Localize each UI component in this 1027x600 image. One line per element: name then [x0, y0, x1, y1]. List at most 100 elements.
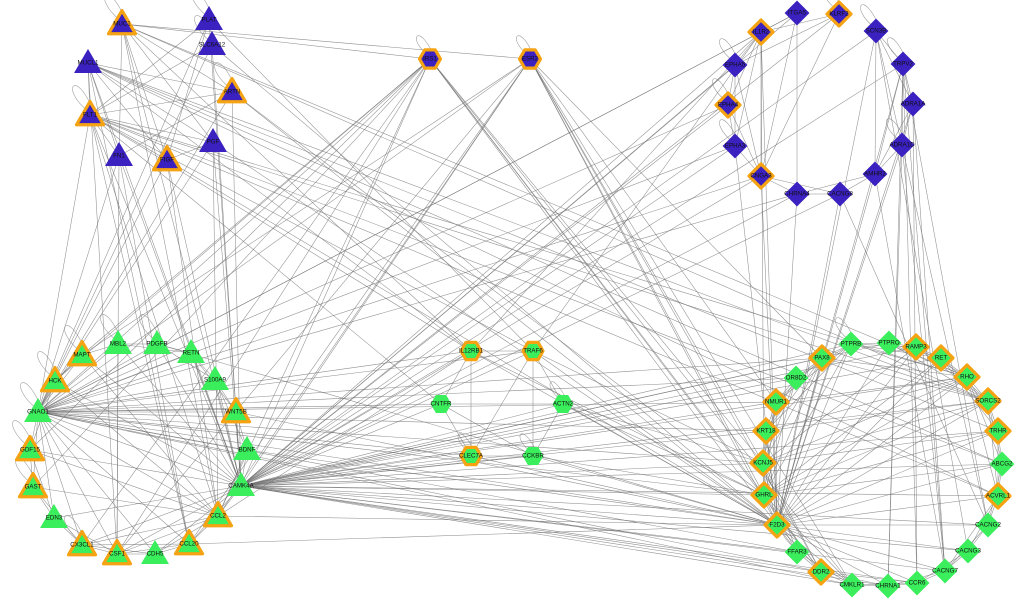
node-shape[interactable] — [974, 387, 1002, 415]
node-shape[interactable] — [839, 572, 865, 598]
node-shape[interactable] — [984, 417, 1012, 445]
graph-node-cx3cl1[interactable] — [66, 529, 98, 557]
graph-node-il12rb1[interactable] — [459, 340, 483, 362]
graph-node-itga5[interactable] — [784, 0, 810, 26]
node-shape[interactable] — [430, 395, 452, 413]
node-shape[interactable] — [552, 395, 574, 413]
graph-node-epha4[interactable] — [714, 91, 742, 119]
node-shape[interactable] — [904, 570, 930, 596]
node-shape[interactable] — [862, 161, 888, 187]
node-shape[interactable] — [927, 344, 955, 372]
node-shape[interactable] — [151, 144, 183, 172]
graph-node-edn3[interactable] — [40, 504, 68, 529]
graph-node-actn2[interactable] — [552, 395, 574, 413]
node-shape[interactable] — [825, 0, 853, 28]
graph-node-adra1d[interactable] — [889, 132, 915, 158]
node-shape[interactable] — [198, 31, 226, 56]
graph-node-wnt5b[interactable] — [220, 396, 252, 424]
node-shape[interactable] — [722, 52, 748, 78]
graph-node-ffar3[interactable] — [784, 539, 810, 565]
node-shape[interactable] — [784, 181, 810, 207]
graph-node-retn[interactable] — [177, 339, 205, 364]
graph-node-ddr2[interactable] — [807, 558, 835, 586]
graph-node-esr2[interactable] — [517, 48, 543, 70]
node-shape[interactable] — [177, 339, 205, 364]
graph-node-mapt[interactable] — [66, 339, 98, 367]
node-shape[interactable] — [459, 340, 483, 362]
node-shape[interactable] — [417, 48, 443, 70]
graph-node-cacng7[interactable] — [932, 558, 958, 584]
graph-node-nmur1[interactable] — [762, 388, 790, 416]
node-shape[interactable] — [233, 436, 261, 461]
node-shape[interactable] — [890, 51, 916, 77]
node-shape[interactable] — [784, 539, 810, 565]
graph-node-klrf2[interactable] — [825, 0, 853, 28]
node-shape[interactable] — [752, 417, 780, 445]
graph-node-traf6[interactable] — [521, 340, 545, 362]
node-shape[interactable] — [763, 511, 791, 539]
graph-node-rho[interactable] — [953, 363, 981, 391]
node-shape[interactable] — [889, 132, 915, 158]
graph-node-flt1[interactable] — [74, 99, 106, 127]
node-shape[interactable] — [722, 133, 748, 159]
graph-node-chrna1[interactable] — [875, 573, 901, 599]
node-shape[interactable] — [141, 540, 169, 565]
node-shape[interactable] — [863, 18, 889, 44]
node-shape[interactable] — [747, 18, 775, 46]
node-shape[interactable] — [827, 181, 853, 207]
graph-node-f2d3[interactable] — [763, 511, 791, 539]
node-shape[interactable] — [902, 333, 930, 361]
graph-node-gnao1[interactable] — [24, 398, 52, 423]
node-shape[interactable] — [955, 538, 981, 564]
node-shape[interactable] — [74, 49, 102, 74]
node-shape[interactable] — [14, 434, 46, 462]
graph-node-clec7a[interactable] — [459, 445, 483, 467]
node-shape[interactable] — [220, 396, 252, 424]
graph-node-slc6a12[interactable] — [198, 31, 226, 56]
node-shape[interactable] — [989, 451, 1015, 477]
graph-node-cntfr[interactable] — [430, 395, 452, 413]
node-shape[interactable] — [195, 6, 223, 31]
node-shape[interactable] — [66, 529, 98, 557]
node-shape[interactable] — [227, 472, 255, 497]
graph-node-ccr6[interactable] — [904, 570, 930, 596]
graph-node-chrna4[interactable] — [784, 181, 810, 207]
node-shape[interactable] — [105, 142, 133, 167]
graph-node-acvrl1[interactable] — [984, 482, 1012, 510]
graph-node-mbl2[interactable] — [104, 330, 132, 355]
node-shape[interactable] — [522, 447, 544, 465]
node-shape[interactable] — [40, 504, 68, 529]
node-shape[interactable] — [459, 445, 483, 467]
graph-node-pax8[interactable] — [808, 344, 836, 372]
graph-node-ramp3[interactable] — [902, 333, 930, 361]
node-shape[interactable] — [39, 365, 71, 393]
node-shape[interactable] — [876, 330, 902, 356]
graph-node-trhr[interactable] — [984, 417, 1012, 445]
graph-node-ptpro[interactable] — [876, 330, 902, 356]
graph-node-pdgfb[interactable] — [143, 330, 171, 355]
graph-node-s100a9[interactable] — [201, 366, 229, 391]
node-shape[interactable] — [517, 48, 543, 70]
node-shape[interactable] — [202, 500, 234, 528]
graph-node-cacng3[interactable] — [955, 538, 981, 564]
graph-node-kcnj5[interactable] — [749, 449, 777, 477]
graph-node-ghrl[interactable] — [750, 481, 778, 509]
node-shape[interactable] — [838, 331, 864, 357]
node-shape[interactable] — [24, 398, 52, 423]
graph-node-ccl2[interactable] — [202, 500, 234, 528]
node-shape[interactable] — [17, 471, 49, 499]
graph-node-figf[interactable] — [151, 144, 183, 172]
node-shape[interactable] — [975, 512, 1001, 538]
node-layer[interactable] — [14, 0, 1015, 599]
graph-node-ccl20[interactable] — [173, 528, 205, 556]
node-shape[interactable] — [104, 330, 132, 355]
node-shape[interactable] — [101, 538, 133, 566]
graph-node-sorcs2[interactable] — [974, 387, 1002, 415]
graph-node-plat[interactable] — [195, 6, 223, 31]
node-shape[interactable] — [714, 91, 742, 119]
graph-node-trpv2[interactable] — [890, 51, 916, 77]
graph-node-gast[interactable] — [17, 471, 49, 499]
graph-node-cdh5[interactable] — [141, 540, 169, 565]
graph-node-scn3b[interactable] — [863, 18, 889, 44]
graph-node-adra1a[interactable] — [900, 91, 926, 117]
